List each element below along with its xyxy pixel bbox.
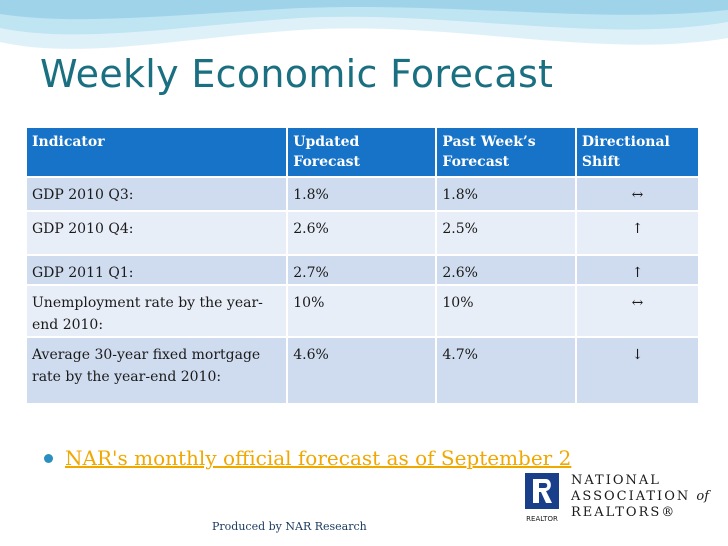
updated-forecast-cell: 2.6% (287, 210, 438, 255)
indicator-cell: Unemployment rate by the year-end 2010: (27, 284, 289, 337)
logo-line-association: ASSOCIATION of (571, 489, 710, 504)
header-indicator: Indicator (27, 128, 289, 177)
indicator-cell: Average 30-year fixed mortgage rate by t… (27, 336, 289, 403)
bullet-icon (44, 453, 53, 463)
directional-shift-cell: ↑ (575, 210, 698, 255)
past-week-forecast-cell: 4.7% (436, 336, 577, 403)
past-week-forecast-cell: 1.8% (436, 176, 577, 211)
nar-logo: REALTOR NATIONAL ASSOCIATION of REALTORS… (519, 473, 709, 527)
monthly-forecast-link[interactable]: NAR's monthly official forecast as of Se… (65, 446, 572, 470)
logo-of: of (696, 489, 710, 504)
directional-shift-cell: ↔ (575, 176, 698, 211)
indicator-cell: GDP 2010 Q3: (27, 176, 289, 211)
past-week-forecast-cell: 2.6% (436, 254, 577, 285)
forecast-table: Indicator Updated Forecast Past Week’s F… (27, 128, 698, 403)
realtor-r-icon: REALTOR (519, 473, 565, 527)
indicator-cell: GDP 2011 Q1: (27, 254, 289, 285)
past-week-forecast-cell: 2.5% (436, 210, 577, 255)
updated-forecast-cell: 10% (287, 284, 438, 337)
directional-shift-cell: ↓ (575, 336, 698, 403)
table-row: GDP 2010 Q4: 2.6% 2.5% ↑ (27, 210, 698, 255)
indicator-cell: GDP 2010 Q4: (27, 210, 289, 255)
forecast-bullet: NAR's monthly official forecast as of Se… (44, 446, 571, 470)
header-past-week-forecast: Past Week’s Forecast (436, 128, 577, 177)
table-row: GDP 2010 Q3: 1.8% 1.8% ↔ (27, 176, 698, 211)
logo-text: NATIONAL ASSOCIATION of REALTORS® (571, 473, 709, 521)
updated-forecast-cell: 2.7% (287, 254, 438, 285)
page-title: Weekly Economic Forecast (40, 52, 554, 96)
registered-mark: ® (661, 505, 677, 520)
table-row: Unemployment rate by the year-end 2010: … (27, 284, 698, 337)
table-header-row: Indicator Updated Forecast Past Week’s F… (27, 128, 698, 177)
logo-line-national: NATIONAL (571, 473, 661, 488)
realtor-mark-word: REALTOR (526, 515, 558, 523)
header-updated-forecast: Updated Forecast (287, 128, 438, 177)
footer-credit: Produced by NAR Research (212, 520, 367, 533)
table-row: GDP 2011 Q1: 2.7% 2.6% ↑ (27, 254, 698, 285)
directional-shift-cell: ↔ (575, 284, 698, 337)
header-directional-shift: Directional Shift (575, 128, 698, 177)
table-row: Average 30-year fixed mortgage rate by t… (27, 336, 698, 403)
directional-shift-cell: ↑ (575, 254, 698, 285)
past-week-forecast-cell: 10% (436, 284, 577, 337)
updated-forecast-cell: 1.8% (287, 176, 438, 211)
updated-forecast-cell: 4.6% (287, 336, 438, 403)
logo-line-realtors: REALTORS® (571, 505, 677, 520)
header-wave-decoration (0, 0, 728, 49)
